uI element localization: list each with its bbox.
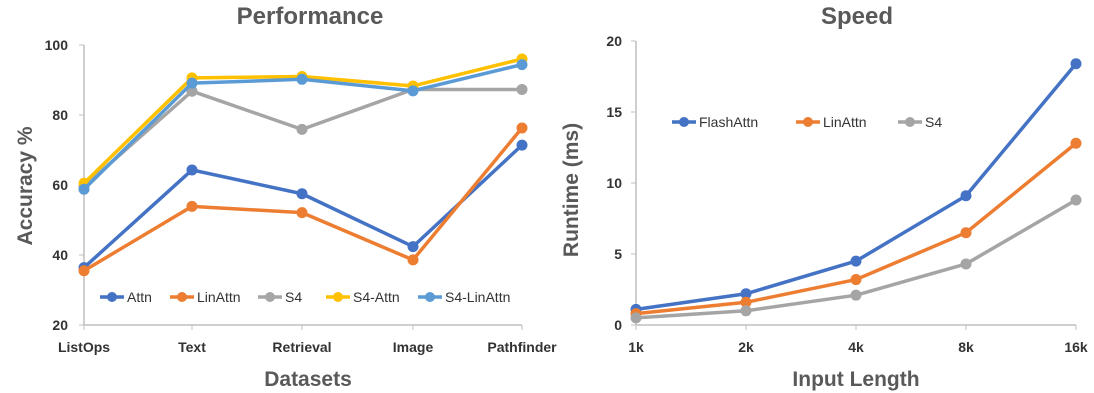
chart-title: Performance xyxy=(237,3,384,30)
legend-item: Attn xyxy=(100,289,152,305)
y-tick-label: 80 xyxy=(52,107,68,123)
legend-item: LinAttn xyxy=(796,114,867,130)
data-point xyxy=(78,183,90,195)
data-point xyxy=(960,227,972,239)
series-line-s4 xyxy=(82,87,524,189)
x-tick-label: Text xyxy=(178,339,206,355)
x-tick-label: 1k xyxy=(628,339,644,355)
legend-item: S4-Attn xyxy=(326,289,400,305)
series-line-linattn xyxy=(82,126,524,273)
legend-label: FlashAttn xyxy=(699,114,758,130)
speed-chart: Speed Input Length Runtime (ms) 1k 2k 4k 8k… xyxy=(560,3,1088,391)
series-group xyxy=(630,58,1082,324)
legend-label: Attn xyxy=(127,289,152,305)
x-tick-label: 4k xyxy=(848,339,864,355)
data-point xyxy=(296,207,308,219)
data-point xyxy=(296,188,308,200)
data-point xyxy=(740,296,752,308)
y-tick-labels: 20 40 60 80 100 xyxy=(45,37,69,333)
legend-item: S4 xyxy=(898,114,942,130)
legend-label: S4 xyxy=(285,289,302,305)
legend-swatch-marker xyxy=(905,117,915,127)
legend-item: LinAttn xyxy=(170,289,241,305)
data-point xyxy=(1070,58,1082,70)
y-tick-label: 20 xyxy=(606,33,622,49)
y-tick-label: 10 xyxy=(606,175,622,191)
x-tick-label: 2k xyxy=(738,339,754,355)
data-point xyxy=(960,258,972,270)
legend: FlashAttn LinAttn S4 xyxy=(672,114,942,130)
legend-label: S4-Attn xyxy=(353,289,400,305)
data-point xyxy=(850,274,862,286)
y-tick-label: 15 xyxy=(606,104,622,120)
data-point xyxy=(516,122,528,134)
x-tick-label: Image xyxy=(393,339,434,355)
y-axis-title: Accuracy % xyxy=(14,126,37,245)
data-point xyxy=(516,59,528,71)
data-point xyxy=(960,190,972,202)
data-point xyxy=(850,289,862,301)
data-point xyxy=(78,265,90,277)
data-point xyxy=(296,123,308,135)
data-point xyxy=(740,305,752,317)
legend-swatch-marker xyxy=(425,292,435,302)
legend-label: S4 xyxy=(925,114,942,130)
legend-swatch-marker xyxy=(107,292,117,302)
legend-swatch-marker xyxy=(333,292,343,302)
x-axis-title: Input Length xyxy=(792,368,919,391)
data-point xyxy=(296,73,308,85)
data-point xyxy=(186,164,198,176)
x-tick-label: 16k xyxy=(1064,339,1088,355)
data-point xyxy=(407,254,419,266)
legend-swatch-marker xyxy=(177,292,187,302)
y-tick-label: 0 xyxy=(614,317,622,333)
series-line-linattn xyxy=(634,141,1078,316)
chart-title: Speed xyxy=(821,3,893,30)
y-tick-labels: 0 5 10 15 20 xyxy=(606,33,622,333)
x-tick-labels: 1k 2k 4k 8k 16k xyxy=(628,339,1088,355)
data-point xyxy=(740,288,752,300)
x-tick-label: ListOps xyxy=(58,339,110,355)
data-point xyxy=(186,77,198,89)
legend-label: LinAttn xyxy=(197,289,241,305)
series-line-flashattn xyxy=(634,61,1078,312)
data-point xyxy=(850,255,862,267)
performance-chart: Performance Datasets Accuracy % ListOps T… xyxy=(14,3,557,391)
data-point xyxy=(516,83,528,95)
data-point xyxy=(630,312,642,324)
legend-swatch-marker xyxy=(803,117,813,127)
x-tick-label: Retrieval xyxy=(272,339,331,355)
y-tick-label: 5 xyxy=(614,246,622,262)
legend-item: S4-LinAttn xyxy=(418,289,510,305)
legend-item: S4 xyxy=(258,289,302,305)
y-axis-title: Runtime (ms) xyxy=(560,123,583,257)
legend: Attn LinAttn S4 S4-Attn S4-LinAttn xyxy=(100,289,510,305)
x-tick-label: 8k xyxy=(958,339,974,355)
data-point xyxy=(407,241,419,253)
data-point xyxy=(1070,194,1082,206)
series-group xyxy=(78,53,528,277)
x-axis-title: Datasets xyxy=(264,368,352,391)
x-tick-label: Pathfinder xyxy=(487,339,557,355)
legend-item: FlashAttn xyxy=(672,114,758,130)
data-point xyxy=(1070,137,1082,149)
y-tick-label: 100 xyxy=(45,37,69,53)
legend-swatch-marker xyxy=(679,117,689,127)
x-tick-labels: ListOps Text Retrieval Image Pathfinder xyxy=(58,339,557,355)
legend-label: LinAttn xyxy=(823,114,867,130)
y-tick-label: 40 xyxy=(52,247,68,263)
data-point xyxy=(516,139,528,151)
legend-label: S4-LinAttn xyxy=(445,289,510,305)
y-tick-label: 20 xyxy=(52,317,68,333)
y-tick-label: 60 xyxy=(52,177,68,193)
legend-swatch-marker xyxy=(265,292,275,302)
axes xyxy=(631,40,1077,330)
data-point xyxy=(186,200,198,212)
data-point xyxy=(407,85,419,97)
data-point xyxy=(186,85,198,97)
